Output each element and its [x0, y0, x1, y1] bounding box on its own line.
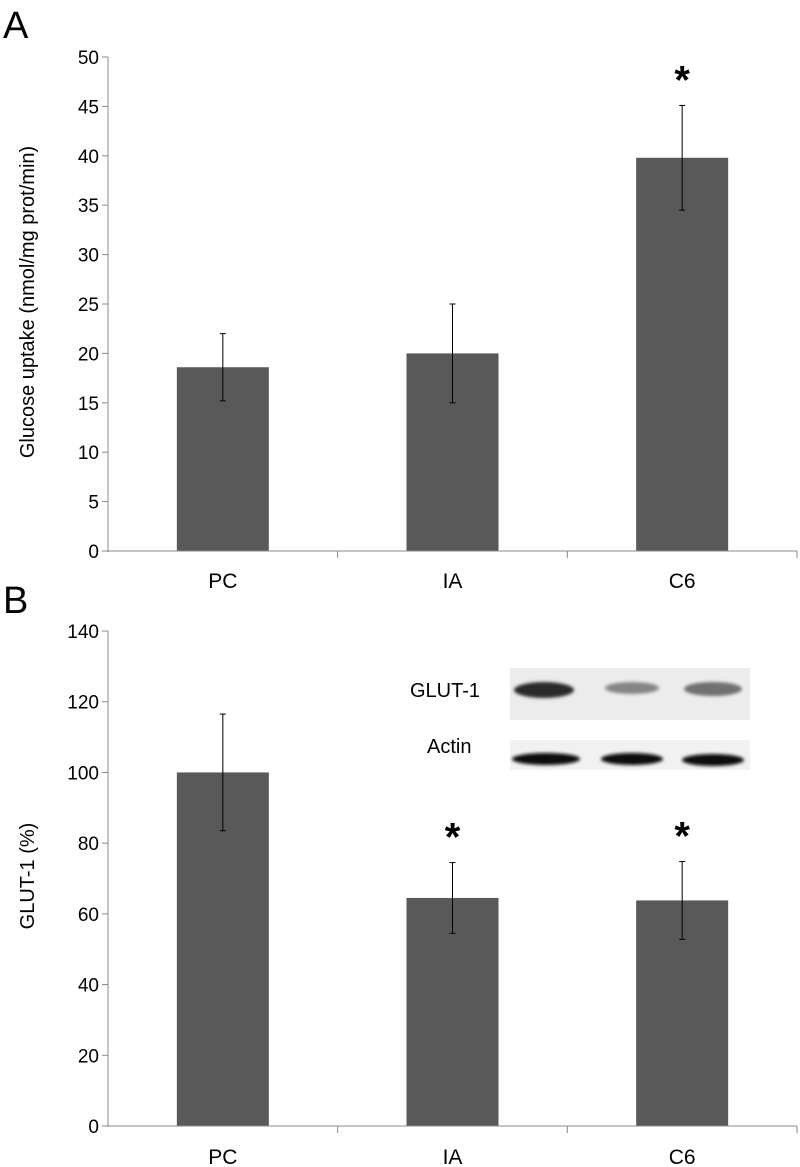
bar-a-c6: [636, 157, 729, 551]
panel-label-b: B: [3, 580, 28, 622]
y-tick-label-a-2: 10: [78, 443, 99, 464]
significance-mark-a-c6: *: [674, 58, 690, 102]
y-tick-label-a-6: 30: [78, 246, 99, 267]
y-tick-label-a-3: 15: [78, 394, 99, 415]
y-tick-label-b-4: 80: [78, 834, 99, 855]
y-tick-label-b-6: 120: [67, 693, 99, 714]
blot-actin-band-pc: [512, 753, 580, 765]
bars-a: *: [176, 58, 729, 551]
blot-label-glut1: GLUT-1: [410, 680, 480, 702]
category-label-a-c6: C6: [669, 570, 696, 593]
y-ticks-a: 0 5 10 15 20 25 30 35 40 45 50: [78, 48, 108, 563]
category-label-b-c6: C6: [669, 1146, 696, 1167]
y-tick-label-a-9: 45: [78, 97, 99, 118]
blot-actin-band-ia: [601, 753, 663, 765]
y-tick-label-a-10: 50: [78, 48, 99, 69]
y-tick-label-a-1: 5: [88, 493, 99, 514]
y-tick-label-a-8: 40: [78, 147, 99, 168]
y-tick-label-b-2: 40: [78, 976, 99, 997]
category-label-a-pc: PC: [208, 570, 237, 593]
category-label-a-ia: IA: [443, 570, 463, 593]
category-labels-a: PC IA C6: [208, 551, 798, 593]
category-labels-b: PC IA C6: [208, 1126, 798, 1167]
y-tick-label-a-4: 20: [78, 344, 99, 365]
y-tick-label-a-5: 25: [78, 295, 99, 316]
blot-glut1-band-pc: [514, 682, 574, 698]
category-label-b-pc: PC: [208, 1146, 237, 1167]
y-tick-label-a-7: 35: [78, 196, 99, 217]
y-tick-label-b-1: 20: [78, 1046, 99, 1067]
chart-a: A Glucose uptake (nmol/mg prot/min) 0 5 10…: [3, 5, 798, 593]
blot-glut1-band-c6: [684, 682, 742, 696]
panel-label-a: A: [3, 5, 29, 47]
y-tick-label-b-3: 60: [78, 905, 99, 926]
blot-actin-band-c6: [682, 754, 744, 766]
y-tick-label-b-7: 140: [67, 622, 99, 643]
y-tick-label-b-5: 100: [67, 763, 99, 784]
western-blot-inset: GLUT-1 Actin: [410, 668, 750, 770]
significance-mark-b-ia: *: [445, 816, 461, 860]
y-ticks-b: 0 20 40 60 80 100 120 140: [67, 622, 108, 1138]
y-tick-label-a-0: 0: [88, 542, 99, 563]
significance-mark-b-c6: *: [674, 815, 690, 859]
y-axis-label-b: GLUT-1 (%): [17, 823, 39, 930]
blot-glut1-band-ia: [605, 682, 659, 694]
blot-label-actin: Actin: [427, 736, 471, 758]
bar-b-pc: [176, 772, 269, 1126]
y-axis-label-a: Glucose uptake (nmol/mg prot/min): [17, 146, 39, 458]
bar-b-ia: [406, 897, 499, 1126]
category-label-b-ia: IA: [443, 1146, 463, 1167]
y-tick-label-b-0: 0: [88, 1117, 99, 1138]
bars-b: * *: [176, 713, 729, 1126]
